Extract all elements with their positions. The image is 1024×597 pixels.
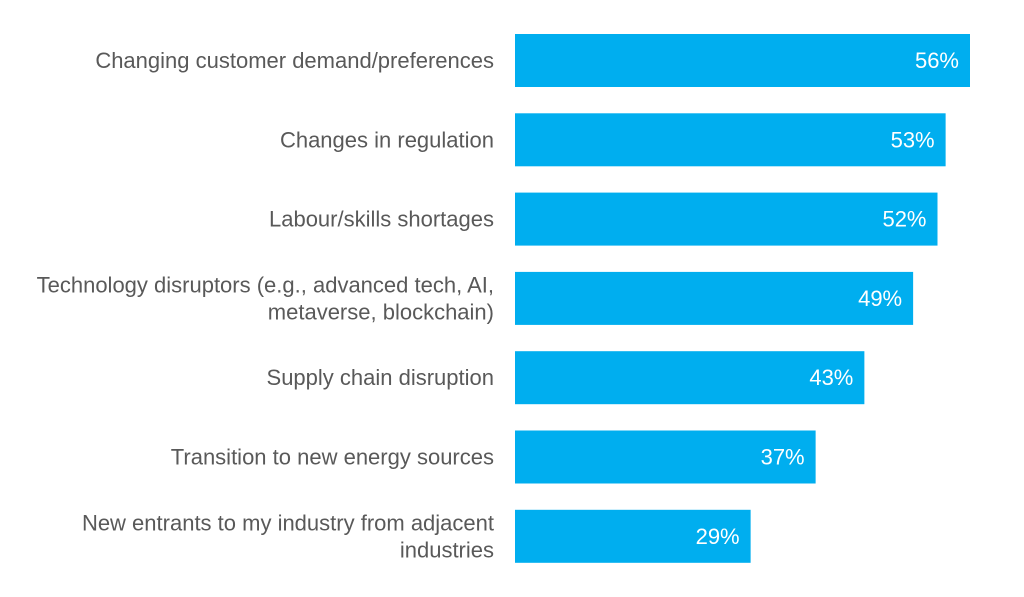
category-label-line: Technology disruptors (e.g., advanced te…: [37, 272, 494, 297]
category-label-line: Transition to new energy sources: [171, 445, 494, 470]
value-label-5: 43%: [809, 365, 853, 390]
value-label-1: 56%: [915, 48, 959, 73]
bar-3: [515, 192, 938, 246]
value-label-2: 53%: [891, 127, 935, 152]
category-label-3: Labour/skills shortages: [269, 207, 494, 232]
value-label-3: 52%: [882, 207, 926, 232]
bar-6: [515, 430, 816, 484]
value-label-7: 29%: [696, 524, 740, 549]
category-label-6: Transition to new energy sources: [171, 445, 494, 470]
category-label-4: Technology disruptors (e.g., advanced te…: [37, 272, 494, 324]
category-label-line: Supply chain disruption: [267, 365, 494, 390]
bar-2: [515, 113, 946, 167]
category-label-line: Changing customer demand/preferences: [95, 48, 494, 73]
category-label-1: Changing customer demand/preferences: [95, 48, 494, 73]
bar-7: [515, 509, 751, 563]
value-label-6: 37%: [761, 445, 805, 470]
category-label-line: industries: [400, 537, 494, 562]
category-label-7: New entrants to my industry from adjacen…: [82, 510, 494, 562]
category-label-line: Changes in regulation: [280, 127, 494, 152]
bar-1: [515, 34, 970, 87]
category-label-5: Supply chain disruption: [267, 365, 494, 390]
bar-5: [515, 351, 865, 405]
value-label-4: 49%: [858, 286, 902, 311]
category-label-line: metaverse, blockchain): [268, 299, 494, 324]
bar-4: [515, 271, 914, 325]
category-label-line: New entrants to my industry from adjacen…: [82, 510, 494, 535]
category-label-line: Labour/skills shortages: [269, 207, 494, 232]
category-label-2: Changes in regulation: [280, 127, 494, 152]
